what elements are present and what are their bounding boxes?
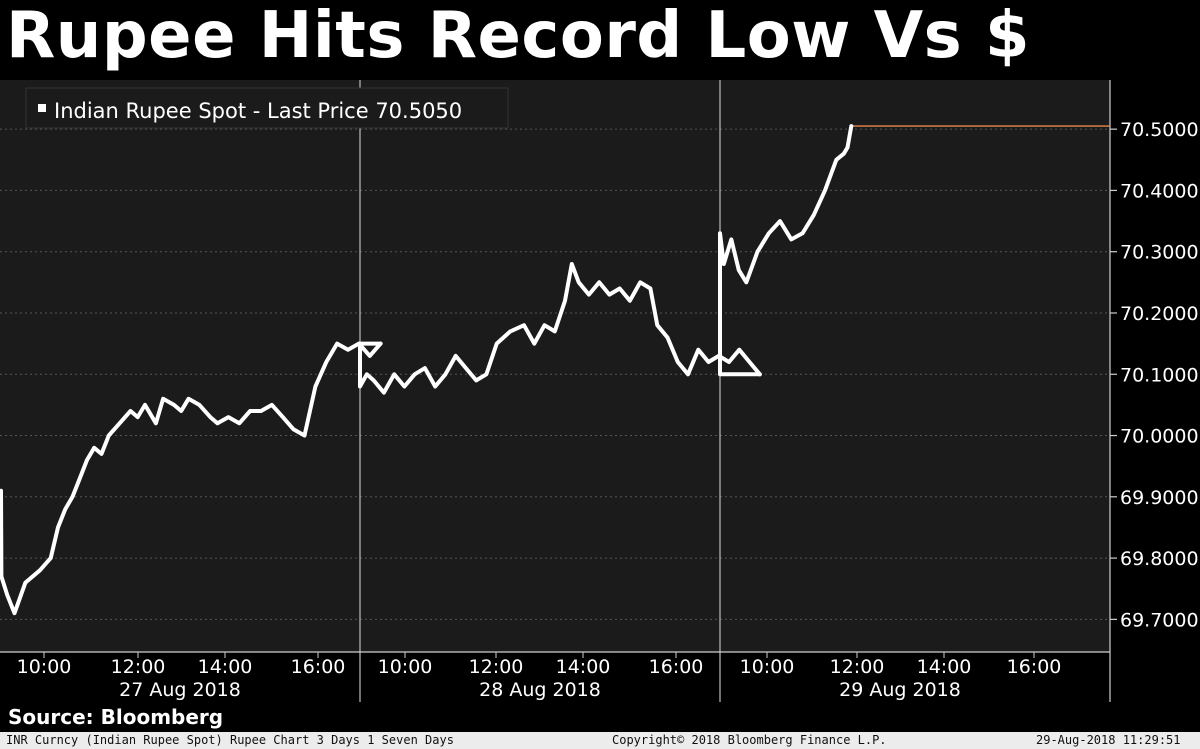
y-axis: 69.7000 69.8000 69.9000 70.0000 70.1000 70.20…: [1110, 119, 1199, 631]
y-tick-label: 70.3000: [1120, 242, 1199, 264]
x-tick-label: 14:00: [917, 656, 972, 678]
y-tick-label: 69.7000: [1120, 609, 1199, 631]
x-tick-label: 10:00: [378, 656, 433, 678]
source-bar: Source: Bloomberg: [0, 702, 1200, 732]
series-line-segment: [358, 262, 762, 395]
headline-bar: Rupee Hits Record Low Vs $: [0, 0, 1200, 74]
price-chart: 69.7000 69.8000 69.9000 70.0000 70.1000 70.20…: [0, 74, 1200, 702]
x-tick-label: 12:00: [469, 656, 524, 678]
footer-bar: INR Curncy (Indian Rupee Spot) Rupee Cha…: [0, 732, 1200, 749]
y-tick-label: 70.5000: [1120, 119, 1199, 141]
x-session-date: 28 Aug 2018: [479, 679, 601, 701]
x-tick-label: 16:00: [1007, 656, 1062, 678]
session-dividers: [359, 80, 1111, 702]
x-tick-label: 14:00: [556, 656, 611, 678]
x-axis: 10:00 12:00 14:00 16:00 27 Aug 2018 10:00 12:0…: [0, 651, 1110, 701]
source-label: Source: Bloomberg: [8, 705, 224, 729]
y-tick-label: 70.4000: [1120, 180, 1199, 202]
y-tick-label: 70.2000: [1120, 303, 1199, 325]
x-tick-label: 16:00: [649, 656, 704, 678]
series-line-segment: [0, 341, 383, 616]
gridlines: [0, 128, 1110, 620]
legend-label: Indian Rupee Spot - Last Price 70.5050: [54, 99, 462, 123]
x-tick-label: 16:00: [291, 656, 346, 678]
y-tick-label: 70.1000: [1120, 364, 1199, 386]
x-tick-label: 10:00: [740, 656, 795, 678]
y-tick-label: 69.9000: [1120, 487, 1199, 509]
footer-right: 29-Aug-2018 11:29:51: [1036, 733, 1181, 747]
legend: Indian Rupee Spot - Last Price 70.5050: [25, 87, 509, 129]
series-group: [0, 124, 854, 616]
x-tick-label: 14:00: [198, 656, 253, 678]
y-tick-label: 69.8000: [1120, 548, 1199, 570]
plot-area: [0, 80, 1110, 652]
footer-left: INR Curncy (Indian Rupee Spot) Rupee Cha…: [6, 733, 454, 747]
x-tick-label: 12:00: [830, 656, 885, 678]
y-tick-label: 70.0000: [1120, 426, 1199, 448]
x-tick-label: 12:00: [111, 656, 166, 678]
x-tick-label: 10:00: [17, 656, 72, 678]
footer-center: Copyright© 2018 Bloomberg Finance L.P.: [612, 733, 887, 747]
legend-swatch: [38, 104, 46, 112]
headline-title: Rupee Hits Record Low Vs $: [6, 0, 1031, 73]
x-session-date: 29 Aug 2018: [839, 679, 961, 701]
series-line-segment: [718, 124, 854, 377]
x-session-date: 27 Aug 2018: [119, 679, 241, 701]
legend-box: [25, 87, 509, 129]
